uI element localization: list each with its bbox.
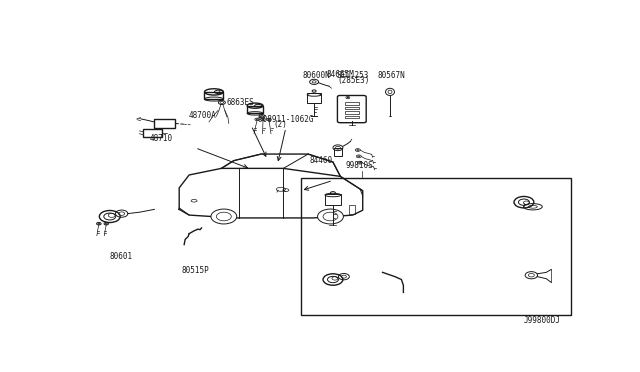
Text: 48710: 48710 <box>150 134 173 143</box>
Bar <box>349 205 355 214</box>
Bar <box>301 178 571 315</box>
Bar <box>345 116 359 118</box>
Bar <box>307 93 321 103</box>
Text: 99810S: 99810S <box>346 161 374 170</box>
Bar <box>325 193 341 205</box>
Text: SEC.253: SEC.253 <box>337 71 369 80</box>
Text: ®08911-1062G: ®08911-1062G <box>257 115 313 124</box>
Bar <box>205 92 223 99</box>
Ellipse shape <box>211 209 237 224</box>
Text: 80601: 80601 <box>110 252 133 261</box>
Text: 80567N: 80567N <box>378 71 405 80</box>
Bar <box>345 107 359 109</box>
Text: 48700A: 48700A <box>188 111 216 120</box>
Bar <box>247 106 263 113</box>
Bar <box>345 111 359 114</box>
Text: 84460: 84460 <box>309 156 332 165</box>
Text: J99800DJ: J99800DJ <box>524 316 561 325</box>
Text: (2): (2) <box>273 120 287 129</box>
Ellipse shape <box>317 209 344 224</box>
Text: 6863ES: 6863ES <box>227 98 254 107</box>
Bar <box>143 129 163 137</box>
Bar <box>154 119 175 128</box>
Bar <box>334 148 342 156</box>
Text: 80515P: 80515P <box>182 266 209 275</box>
Text: (285E3): (285E3) <box>337 76 369 85</box>
Text: 84665M: 84665M <box>326 70 354 79</box>
Bar <box>345 102 359 105</box>
Text: 80600N: 80600N <box>303 71 330 80</box>
